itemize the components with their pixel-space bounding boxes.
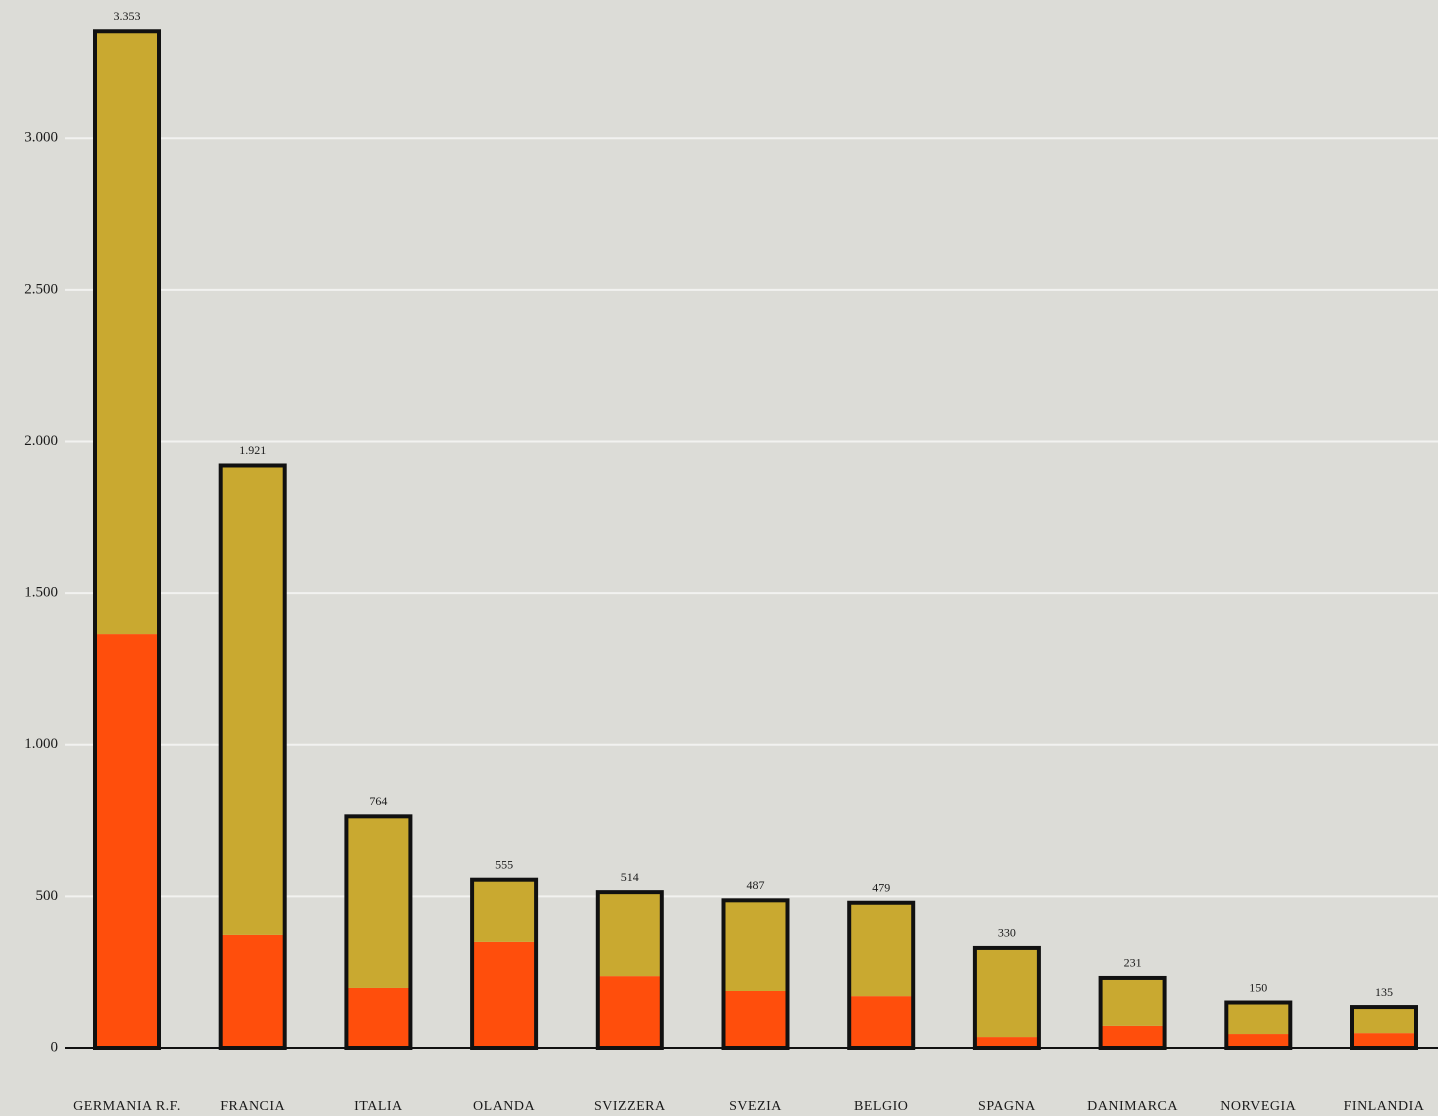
bar-segment <box>96 31 158 635</box>
x-tick-label: SVIZZERA <box>594 1099 666 1114</box>
bar-segment <box>473 941 536 1048</box>
y-tick-label: 0 <box>51 1039 59 1055</box>
value-label: 487 <box>747 878 765 892</box>
x-tick-label: BELGIO <box>854 1099 908 1114</box>
y-tick-label: 2.500 <box>24 281 58 297</box>
y-tick-label: 1.500 <box>24 585 58 601</box>
bar-segment <box>1353 1033 1415 1048</box>
bar-segment <box>221 934 284 1048</box>
y-tick-label: 500 <box>36 888 59 904</box>
value-label: 150 <box>1249 980 1267 994</box>
bar-segment <box>850 902 913 997</box>
bar-segment <box>975 1037 1038 1048</box>
value-label: 555 <box>495 857 513 871</box>
bar-segment <box>347 987 410 1048</box>
y-tick-label: 1.000 <box>24 736 58 752</box>
bar-segment <box>724 990 787 1048</box>
bar-segment <box>1101 977 1164 1026</box>
x-tick-label: DANIMARCA <box>1087 1099 1178 1114</box>
y-tick-label: 3.000 <box>24 130 58 146</box>
bar-segment <box>598 976 661 1048</box>
x-tick-label: SVEZIA <box>729 1099 782 1114</box>
bar-segment <box>850 996 913 1048</box>
value-label: 1.921 <box>239 443 266 457</box>
x-tick-label: GERMANIA R.F. <box>73 1099 181 1114</box>
value-label: 479 <box>872 881 890 895</box>
bar-segment <box>221 465 284 935</box>
value-label: 3.353 <box>114 9 141 23</box>
value-label: 330 <box>998 926 1016 940</box>
bar-segment <box>975 947 1038 1038</box>
x-tick-label: NORVEGIA <box>1220 1099 1296 1114</box>
y-tick-label: 2.000 <box>24 433 58 449</box>
bar-segment <box>724 900 787 991</box>
x-tick-label: SPAGNA <box>978 1099 1036 1114</box>
x-tick-label: ITALIA <box>354 1099 403 1114</box>
value-label: 231 <box>1124 956 1142 970</box>
bar-segment <box>473 879 536 942</box>
bar-segment <box>1227 1002 1290 1035</box>
bar-segment <box>1227 1034 1290 1048</box>
x-tick-label: FINLANDIA <box>1344 1099 1425 1114</box>
bar-segment <box>1101 1025 1164 1048</box>
value-label: 764 <box>369 794 387 808</box>
x-tick-label: FRANCIA <box>220 1099 285 1114</box>
bar-segment <box>96 634 158 1048</box>
bar-segment <box>1353 1007 1415 1034</box>
value-label: 514 <box>621 870 639 884</box>
bar-segment <box>598 892 661 977</box>
x-tick-label: OLANDA <box>473 1099 535 1114</box>
bar-segment <box>347 816 410 988</box>
value-label: 135 <box>1375 985 1393 999</box>
